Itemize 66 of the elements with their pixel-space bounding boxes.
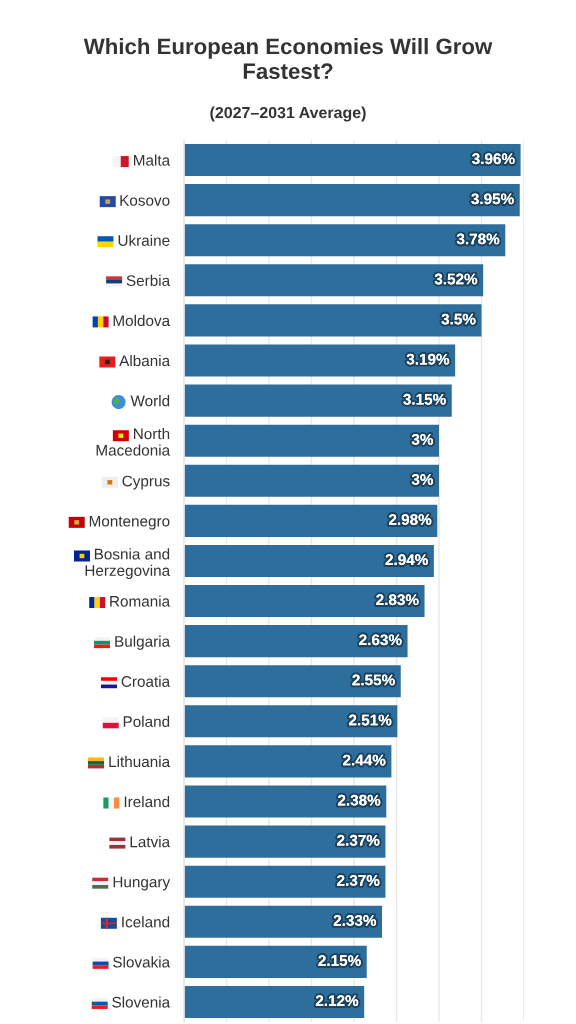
bar [184, 424, 439, 457]
y-tick-label: Lithuania [109, 755, 171, 768]
data-label: 2.38% [337, 794, 381, 806]
data-label: 2.37% [337, 834, 380, 846]
y-tick-label: Croatia [121, 675, 171, 687]
y-tick-label: Albania [119, 354, 171, 367]
y-tick-label: Cyprus [122, 475, 170, 490]
y-tick-label: Romania [110, 595, 171, 607]
data-label: 2.63% [359, 634, 402, 646]
bar [184, 304, 482, 337]
data-label: 2.83% [376, 594, 419, 606]
y-tick-label: Hungary [113, 876, 171, 891]
bar [184, 504, 438, 537]
bar [184, 585, 425, 618]
y-tick-label: Ukraine [118, 234, 170, 246]
y-tick-label: Slovakia [113, 956, 171, 968]
data-label: 3.15% [403, 393, 446, 405]
bar [184, 464, 439, 497]
data-label: 2.12% [315, 995, 359, 1007]
y-tick-label: Serbia [126, 274, 171, 286]
data-label: 2.33% [333, 915, 377, 926]
y-tick-label: Latvia [130, 836, 171, 848]
chart-subtitle: (2027–2031 Average) [210, 106, 366, 122]
bar [184, 625, 408, 658]
bar [184, 544, 434, 577]
y-tick-label: World [130, 395, 170, 407]
bar [184, 344, 456, 377]
data-label: 2.94% [385, 554, 428, 566]
y-tick-label: Iceland [122, 916, 170, 928]
data-label: 2.51% [349, 714, 392, 726]
y-tick-label: Bulgaria [115, 635, 171, 650]
bar [184, 184, 520, 217]
data-label: 2.98% [388, 514, 432, 525]
data-label: 2.55% [352, 674, 395, 686]
bar [184, 705, 398, 738]
y-tick-label: Malta [134, 154, 171, 166]
bar [184, 144, 521, 177]
data-label: 3.78% [456, 233, 500, 245]
data-label: 3.52% [434, 273, 478, 285]
y-tick-label: Moldova [113, 314, 171, 327]
y-tick-label: Slovenia [112, 996, 171, 1008]
chart-title: Which European Economies Will Grow Fastest? [83, 38, 493, 80]
y-tick-label: Bosnia and Herzegovina [85, 548, 171, 579]
bar [184, 905, 383, 938]
y-tick-label: Ireland [124, 795, 170, 808]
data-label: 2.37% [337, 874, 380, 886]
data-label: 3% [411, 433, 434, 445]
data-label: 3.95% [471, 193, 514, 205]
bar [184, 224, 506, 257]
bar [184, 785, 387, 818]
data-label: 2.15% [318, 955, 361, 966]
y-tick-label: North Macedonia [96, 428, 171, 456]
data-label: 3% [411, 474, 434, 485]
bar [184, 665, 401, 698]
bar [184, 264, 484, 297]
bar [184, 745, 392, 778]
y-tick-label: Montenegro [89, 515, 170, 530]
data-label: 3.5% [441, 313, 476, 325]
data-label: 3.96% [472, 153, 515, 165]
data-label: 2.44% [343, 754, 386, 766]
y-tick-label: Kosovo [120, 195, 170, 206]
y-tick-label: Poland [123, 715, 170, 727]
bar [184, 384, 452, 417]
data-label: 3.19% [406, 353, 450, 365]
bar [184, 825, 386, 858]
bar [184, 865, 386, 898]
